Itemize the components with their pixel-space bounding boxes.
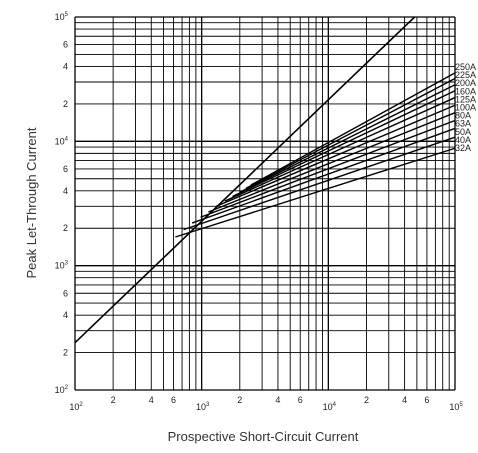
y-tick-label: 2 bbox=[63, 99, 68, 109]
y-tick-label: 104 bbox=[55, 136, 69, 146]
series-line-160A bbox=[232, 90, 456, 198]
y-tick-label: 102 bbox=[55, 385, 69, 395]
y-tick-label: 2 bbox=[63, 223, 68, 233]
series-line-80A bbox=[208, 112, 456, 213]
y-tick-label: 4 bbox=[63, 186, 68, 196]
y-tick-label: 103 bbox=[55, 261, 69, 271]
y-tick-label: 105 bbox=[55, 12, 69, 22]
series-line-63A bbox=[200, 119, 456, 218]
series-label-32A: 32A bbox=[455, 143, 471, 153]
series-line-100A bbox=[215, 104, 456, 207]
x-axis-title: Prospective Short-Circuit Current bbox=[168, 429, 359, 444]
x-tick-label: 105 bbox=[449, 402, 463, 412]
x-tick-label: 103 bbox=[196, 402, 210, 412]
series-line-200A bbox=[239, 84, 456, 193]
series-label-80A: 80A bbox=[455, 111, 471, 121]
y-tick-label: 4 bbox=[63, 61, 68, 71]
series-label-250A: 250A bbox=[455, 62, 476, 72]
y-axis-title: Peak Let-Through Current bbox=[24, 127, 39, 278]
x-tick-label: 6 bbox=[298, 395, 303, 405]
series-line-50A bbox=[191, 127, 456, 224]
grid bbox=[74, 16, 456, 391]
series-line-125A bbox=[224, 96, 456, 202]
series-label-63A: 63A bbox=[455, 119, 471, 129]
y-tick-label: 6 bbox=[63, 40, 68, 50]
series-line-40A bbox=[183, 136, 456, 231]
x-tick-label: 4 bbox=[149, 395, 154, 405]
series-line-32A bbox=[175, 147, 456, 238]
x-tick-label: 2 bbox=[237, 395, 242, 405]
x-tick-label: 2 bbox=[111, 395, 116, 405]
series-label-160A: 160A bbox=[455, 86, 476, 96]
x-tick-label: 2 bbox=[364, 395, 369, 405]
series-label-40A: 40A bbox=[455, 135, 471, 145]
series-label-50A: 50A bbox=[455, 127, 471, 137]
series-line-250A bbox=[250, 72, 456, 186]
x-tick-label: 6 bbox=[171, 395, 176, 405]
x-tick-label: 4 bbox=[402, 395, 407, 405]
series-label-200A: 200A bbox=[455, 78, 476, 88]
y-tick-label: 4 bbox=[63, 310, 68, 320]
envelope-line bbox=[74, 16, 416, 344]
x-tick-label: 6 bbox=[424, 395, 429, 405]
x-tick-label: 102 bbox=[69, 402, 83, 412]
series-label-100A: 100A bbox=[455, 103, 476, 113]
y-tick-label: 2 bbox=[63, 348, 68, 358]
tick-labels: 102 2 4 6 103 2 4 6 104 2 4 6 105 102 2 4 6 103 2 4 6 104 2 4 6 1… bbox=[55, 12, 464, 412]
series-line-225A bbox=[245, 77, 456, 189]
y-tick-label: 6 bbox=[63, 164, 68, 174]
series-lines bbox=[74, 16, 456, 344]
series-label-225A: 225A bbox=[455, 70, 476, 80]
series-label-125A: 125A bbox=[455, 94, 476, 104]
x-tick-label: 104 bbox=[323, 402, 337, 412]
x-tick-label: 4 bbox=[275, 395, 280, 405]
y-tick-label: 6 bbox=[63, 288, 68, 298]
